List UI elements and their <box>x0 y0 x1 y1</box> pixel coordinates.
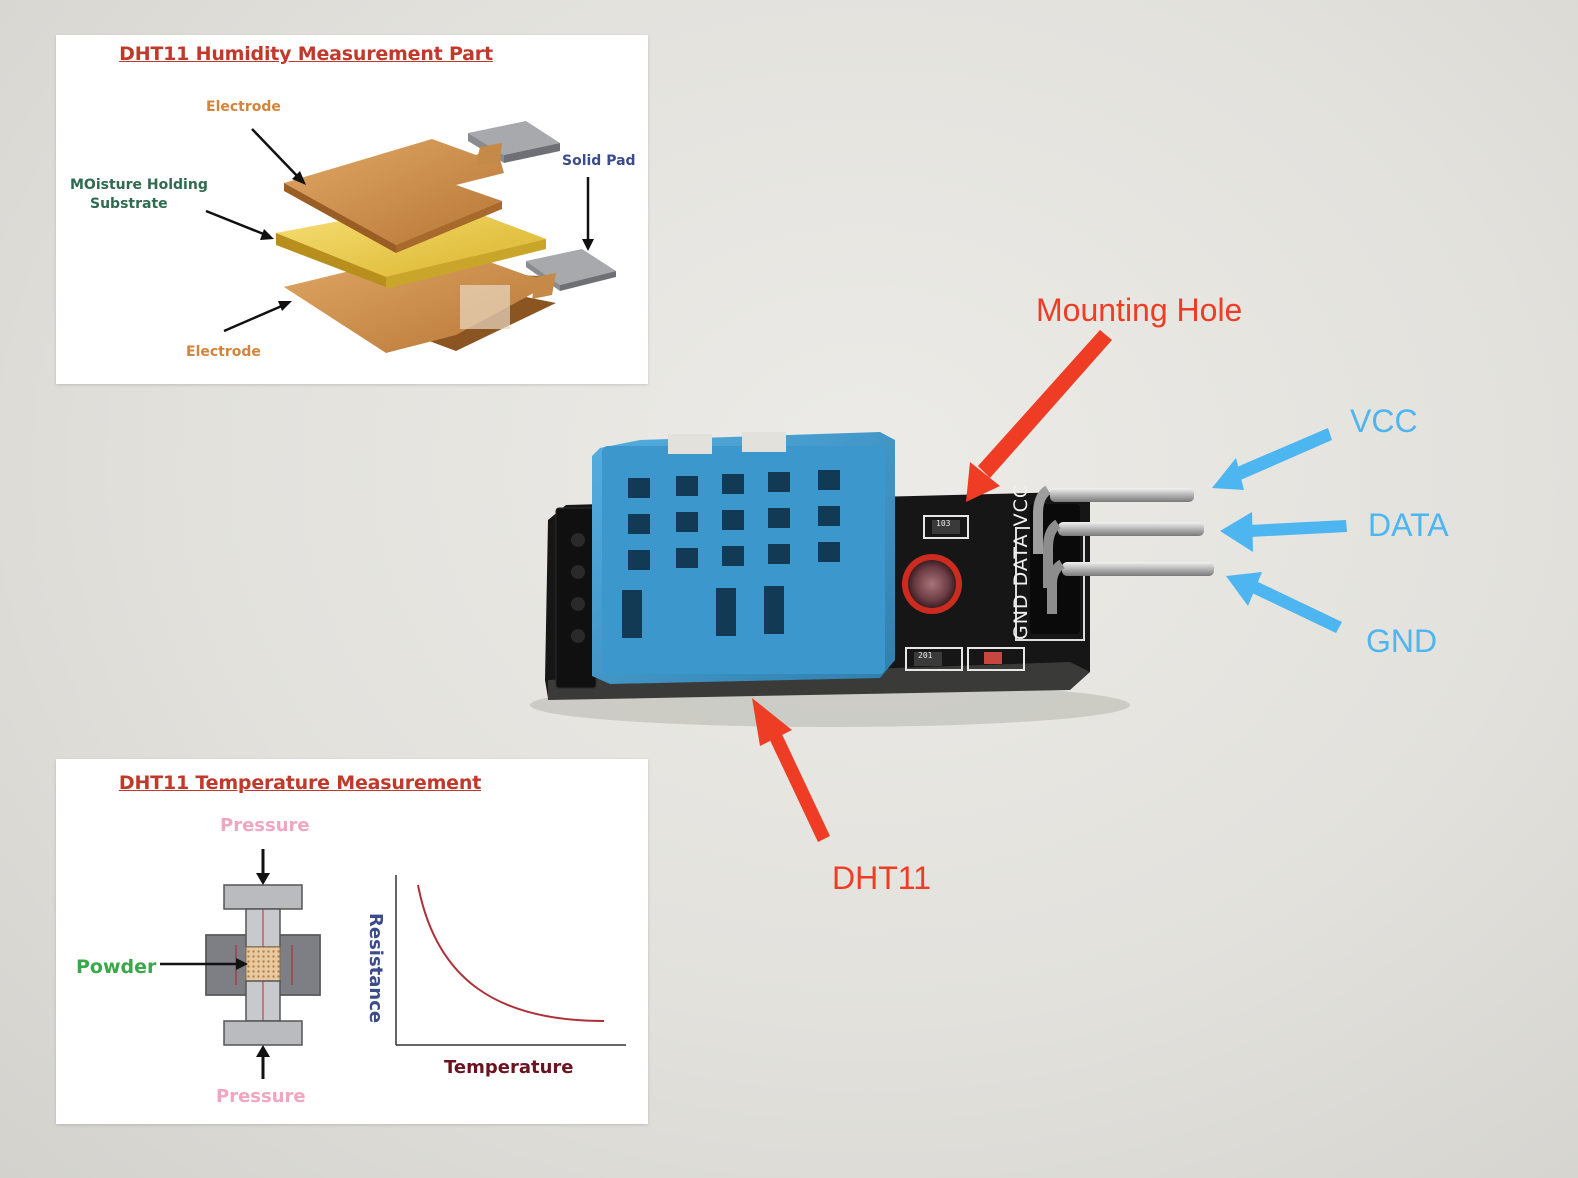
gnd-arrow <box>1226 572 1342 633</box>
thermistor-diagram <box>160 849 626 1079</box>
electrode-top-label: Electrode <box>206 99 281 115</box>
mounting-hole-arrow <box>966 330 1112 502</box>
mounting-hole-label: Mounting Hole <box>1036 292 1243 328</box>
solid-pad-bottom <box>526 249 616 299</box>
graph-y-axis-label: Resistance <box>365 913 386 1024</box>
pressure-bottom-label: Pressure <box>216 1086 306 1107</box>
humidity-measurement-panel: DHT11 Humidity Measurement Part <box>56 35 648 384</box>
header-pins <box>1033 485 1214 614</box>
vcc-label: VCC <box>1350 403 1418 439</box>
data-label: DATA <box>1368 507 1449 543</box>
resistance-temperature-graph <box>395 875 626 1046</box>
graph-x-axis-label: Temperature <box>444 1057 574 1078</box>
resistor-label-top: 103 <box>936 519 951 528</box>
dht11-label: DHT11 <box>832 860 931 896</box>
gnd-label: GND <box>1366 623 1438 659</box>
dht11-arrow <box>752 698 830 842</box>
resistor-label-bottom: 201 <box>918 651 933 660</box>
solid-pad-label: Solid Pad <box>562 153 636 169</box>
data-arrow <box>1220 512 1347 552</box>
pressure-top-label: Pressure <box>220 815 310 836</box>
humidity-panel-title: DHT11 Humidity Measurement Part <box>119 43 493 65</box>
temperature-measurement-panel: DHT11 Temperature Measurement <box>56 759 648 1124</box>
dht11-sensor-housing <box>592 432 895 684</box>
top-electrode-layer <box>284 139 504 253</box>
moisture-substrate-label-line2: Substrate <box>90 196 168 212</box>
powder-label: Powder <box>76 956 157 978</box>
pcb-pin-labels: GND DATA VCC <box>1010 483 1032 640</box>
electrode-bottom-label: Electrode <box>186 344 261 360</box>
humidity-pointer-arrows <box>205 128 594 333</box>
moisture-substrate-label-line1: MOisture Holding <box>70 177 208 193</box>
temperature-panel-title: DHT11 Temperature Measurement <box>118 772 482 794</box>
vcc-arrow <box>1212 428 1332 490</box>
humidity-layer-diagram <box>205 121 616 353</box>
solid-pad-top <box>468 121 560 165</box>
